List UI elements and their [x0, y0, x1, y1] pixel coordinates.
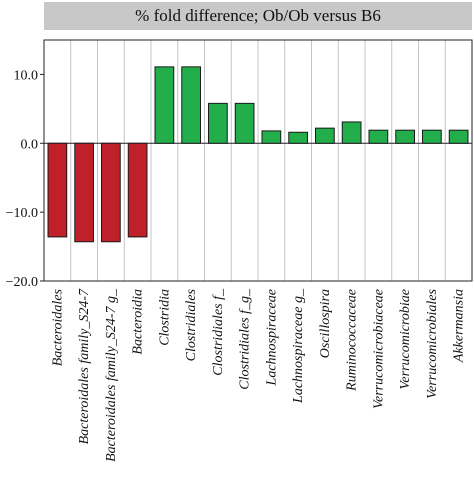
bar [101, 142, 121, 243]
bar [422, 129, 442, 144]
x-category-label: Verrucomicrobiales [425, 288, 440, 398]
y-tick-label: 10.0 [14, 68, 39, 83]
bar [448, 129, 469, 144]
bar [368, 129, 389, 144]
bar [154, 66, 175, 144]
x-category-label: Clostridiales f_g_ [238, 288, 253, 390]
bar [208, 102, 228, 144]
y-tick-label: 0.0 [21, 137, 39, 152]
bar [181, 66, 201, 144]
chart-title: % fold difference; Ob/Ob versus B6 [135, 6, 381, 25]
bar [341, 121, 362, 144]
x-category-label: Bacteroidales family_S24-7 [77, 288, 92, 444]
chart-title-bar: % fold difference; Ob/Ob versus B6 [44, 2, 472, 30]
bar [234, 102, 255, 144]
x-category-label: Clostridia [157, 289, 172, 346]
x-category-label: Oscillospira [318, 289, 333, 358]
y-tick-label: −20.0 [6, 275, 38, 290]
x-category-label: Bacteroidales [50, 288, 65, 366]
plot-frame [43, 39, 473, 282]
x-category-label: Ruminococcaceae [345, 289, 360, 392]
x-category-label: Clostridiales f_ [211, 288, 226, 376]
bar [47, 142, 68, 238]
bar [74, 142, 94, 243]
bar [288, 131, 308, 144]
x-category-label: Akkermansia [452, 289, 467, 363]
y-tick-label: −10.0 [6, 206, 38, 221]
x-category-label: Lachnospiraceae g_ [291, 288, 306, 404]
x-category-label: Bacteroidia [131, 289, 146, 355]
x-category-label: Verrucomicrobiaceae [371, 289, 386, 409]
x-category-label: Clostridiales [184, 288, 199, 361]
x-category-label: Bacteroidales family_S24-7 g_ [104, 288, 119, 462]
bar [395, 129, 415, 144]
bar [127, 142, 148, 238]
x-category-label: Verrucomicrobiae [398, 289, 413, 390]
x-category-label: Lachnospiraceae [264, 289, 279, 386]
bar [261, 130, 282, 144]
bar [315, 127, 335, 144]
